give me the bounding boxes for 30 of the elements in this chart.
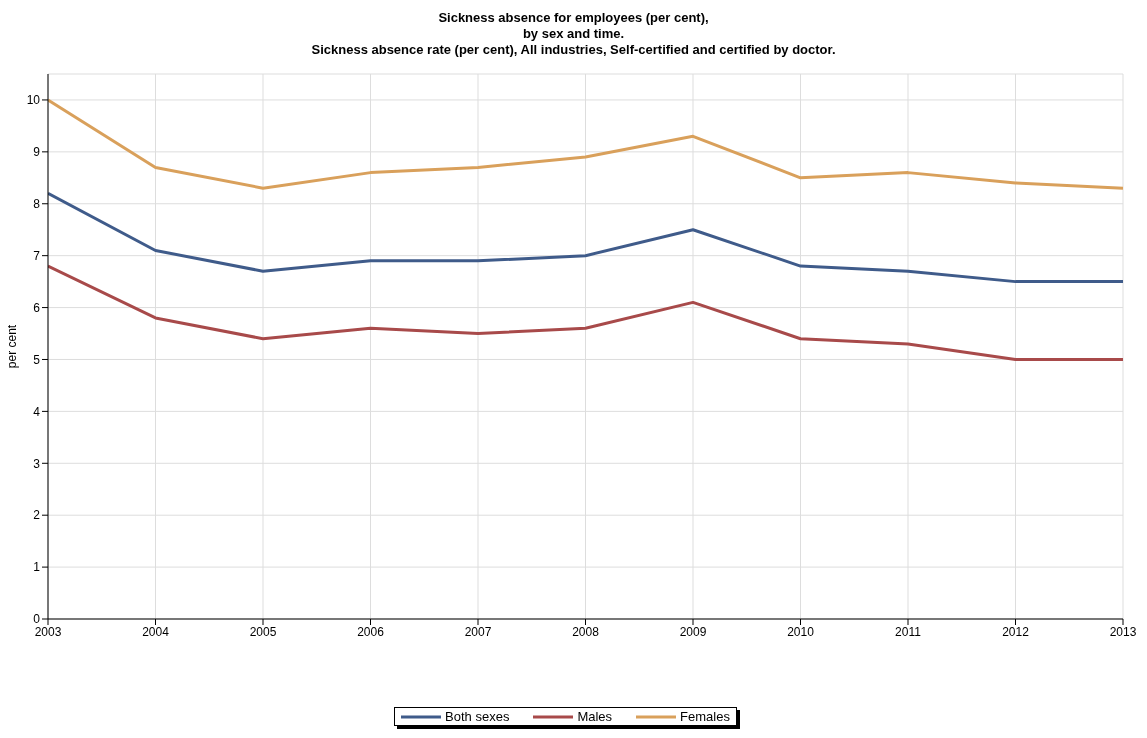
x-tick-label: 2005 [249,624,277,639]
y-axis-title: per cent [5,324,20,369]
y-tick-label: 2 [33,508,41,523]
y-tick-label: 4 [33,404,41,419]
y-tick-label: 0 [33,612,41,627]
y-tick-label: 9 [33,145,41,160]
x-tick-label: 2003 [34,624,62,639]
line-series [48,191,1123,284]
line-series [48,98,1123,190]
legend-label: Both sexes [444,709,510,724]
y-tick-label: 7 [33,248,41,263]
y-tick-label: 10 [26,93,41,108]
x-tick-label: 2012 [1002,624,1030,639]
x-tick-label: 2006 [357,624,385,639]
y-tick-label: 3 [33,456,41,471]
line-series [48,264,1123,361]
x-tick-label: 2010 [787,624,815,639]
x-tick-label: 2008 [572,624,600,639]
y-tick-label: 1 [33,560,41,575]
x-tick-label: 2007 [464,624,492,639]
y-tick-label: 5 [33,352,41,367]
y-tick-label: 6 [33,300,41,315]
legend-label: Males [576,709,613,724]
y-tick-label: 8 [33,197,41,212]
x-tick-label: 2009 [679,624,707,639]
x-tick-label: 2011 [895,624,922,639]
x-tick-label: 2013 [1109,624,1137,639]
legend-label: Females [679,709,730,724]
chart-title: Sickness absence for employees (per cent), by sex and time. Sickness absence rate (per cent), All industries, Self-certified and certified by doctor. [310,9,837,59]
x-tick-label: 2004 [142,624,170,639]
